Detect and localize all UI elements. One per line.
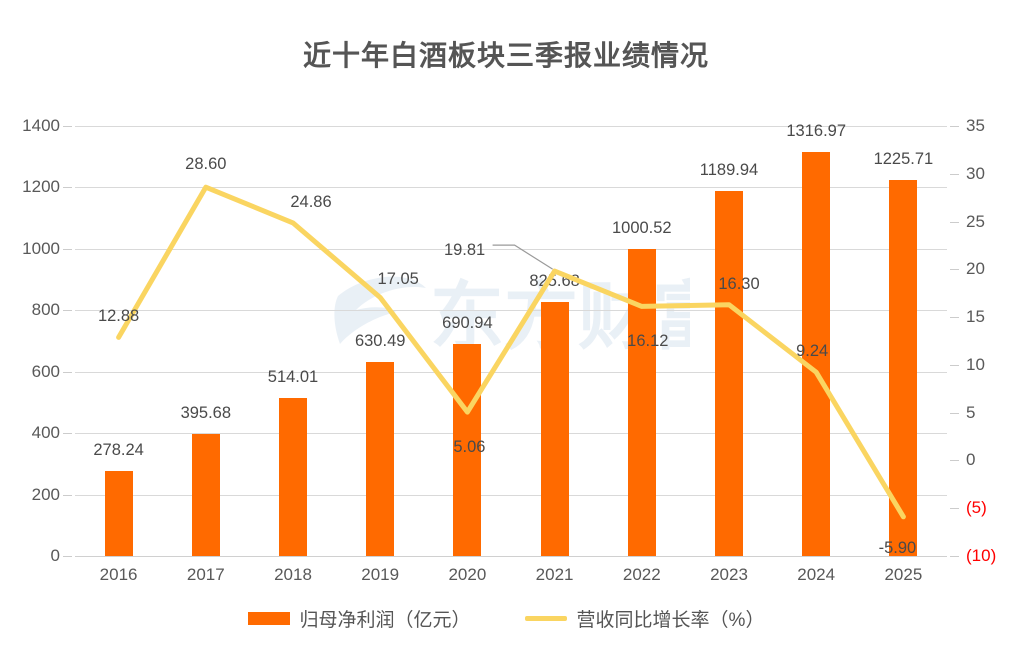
y-axis-right-tick-label: 25	[966, 211, 985, 231]
gridline	[75, 556, 947, 557]
bar[interactable]	[191, 434, 220, 556]
x-axis-tick-label[interactable]: 2024	[797, 565, 836, 584]
y-axis-right-tick	[950, 317, 959, 319]
line-value-label: 9.24	[796, 342, 829, 361]
y-axis-right-tick	[950, 556, 959, 557]
y-axis-right-tick	[950, 126, 959, 127]
legend-item[interactable]: 营收同比增长率（%）	[524, 605, 765, 632]
y-axis-left-tick	[63, 248, 72, 250]
x-axis-tick-label[interactable]: 2019	[361, 565, 400, 584]
y-axis-left-tick	[63, 494, 72, 496]
y-axis-left-tick	[63, 187, 72, 189]
line-value-label: 16.30	[718, 274, 760, 293]
line-value-label: 12.88	[97, 307, 140, 326]
y-axis-right-tick-label: (5)	[966, 498, 987, 518]
line-value-label: 19.81	[443, 241, 486, 260]
legend-label: 营收同比增长率（%）	[576, 610, 765, 631]
line-value-label: 16.12	[627, 332, 669, 351]
y-axis-right-tick	[950, 269, 959, 271]
y-axis-right-tick	[950, 221, 959, 223]
y-axis-right-tick-label: 5	[966, 402, 976, 422]
bar[interactable]	[627, 248, 656, 556]
bar-value-label: 278.24	[93, 440, 144, 459]
line-path[interactable]	[116, 184, 906, 520]
bar[interactable]	[889, 179, 918, 556]
line-value-label: 24.86	[290, 192, 332, 211]
y-axis-left-tick	[63, 126, 72, 127]
bar[interactable]	[366, 362, 395, 556]
y-axis-right-tick-label: 30	[966, 163, 985, 183]
bar-value-label: 690.94	[442, 313, 493, 332]
bar[interactable]	[104, 470, 133, 556]
x-axis-tick-label[interactable]: 2018	[274, 565, 312, 584]
y-axis-right-tick	[950, 508, 959, 510]
y-axis-right-tick-label: 0	[966, 450, 976, 470]
gridline	[75, 126, 947, 127]
y-axis-right-tick-label: 35	[966, 116, 985, 135]
y-axis-left-tick-label: 600	[31, 361, 60, 381]
bar-value-label: 1316.97	[786, 121, 847, 140]
line-value-label: 5.06	[453, 438, 486, 457]
y-axis-left-tick-label: 400	[31, 423, 60, 443]
bar-value-label: 1000.52	[611, 218, 672, 237]
y-axis-left-tick-label: 1000	[22, 238, 60, 258]
bar-value-label: 630.49	[354, 332, 406, 351]
x-axis-tick-label[interactable]: 2017	[186, 565, 225, 584]
chart-legend: 归母净利润（亿元） 营收同比增长率（%）	[0, 605, 1012, 632]
legend-item[interactable]: 归母净利润（亿元）	[247, 605, 471, 632]
y-axis-left-tick-label: 200	[31, 484, 60, 504]
bar-value-label: 395.68	[180, 404, 232, 423]
y-axis-left-tick-label: 1400	[22, 116, 60, 135]
line-value-label: -5.90	[878, 538, 917, 557]
y-axis-left-tick-label: 1200	[22, 177, 60, 197]
y-axis-right-tick-label: 10	[966, 354, 985, 374]
y-axis-left-tick	[63, 433, 72, 435]
bar-value-label: 1225.71	[873, 149, 934, 168]
bar-value-label: 825.68	[529, 272, 580, 291]
chart-title: 近十年白酒板块三季报业绩情况	[302, 40, 709, 71]
y-axis-right-tick-label: 20	[966, 259, 985, 279]
legend-line-swatch-icon	[524, 616, 567, 621]
y-axis-right-tick	[950, 460, 959, 462]
bar-value-label: 1189.94	[699, 160, 759, 179]
y-axis-left-tick	[63, 310, 72, 312]
x-axis-tick-label[interactable]: 2023	[710, 565, 748, 584]
line-value-label: 28.60	[185, 155, 227, 174]
y-axis-right-tick	[950, 173, 959, 175]
legend-bar-swatch-icon	[247, 612, 290, 625]
y-axis-left-tick	[63, 556, 72, 557]
y-axis-left-tick-label: 0	[50, 546, 60, 565]
x-axis-tick-label[interactable]: 2022	[622, 565, 661, 584]
x-axis-tick-label[interactable]: 2025	[884, 565, 923, 584]
x-axis-tick-label[interactable]: 2016	[99, 565, 138, 584]
bar[interactable]	[540, 302, 569, 556]
line-value-label: 17.05	[377, 269, 419, 288]
y-axis-left-tick	[63, 371, 72, 373]
y-axis-right-tick-label: (10)	[966, 546, 997, 565]
bar[interactable]	[715, 190, 743, 556]
y-axis-right-tick-label: 15	[966, 307, 985, 327]
y-axis-right-tick	[950, 364, 959, 366]
x-axis-tick-label[interactable]: 2020	[448, 565, 487, 584]
legend-label: 归母净利润（亿元）	[299, 610, 471, 631]
bar[interactable]	[279, 398, 307, 556]
y-axis-left-tick-label: 800	[31, 300, 60, 320]
y-axis-right-tick	[950, 412, 959, 414]
x-axis-tick-label[interactable]: 2021	[535, 565, 574, 584]
bar-value-label: 514.01	[267, 368, 319, 387]
